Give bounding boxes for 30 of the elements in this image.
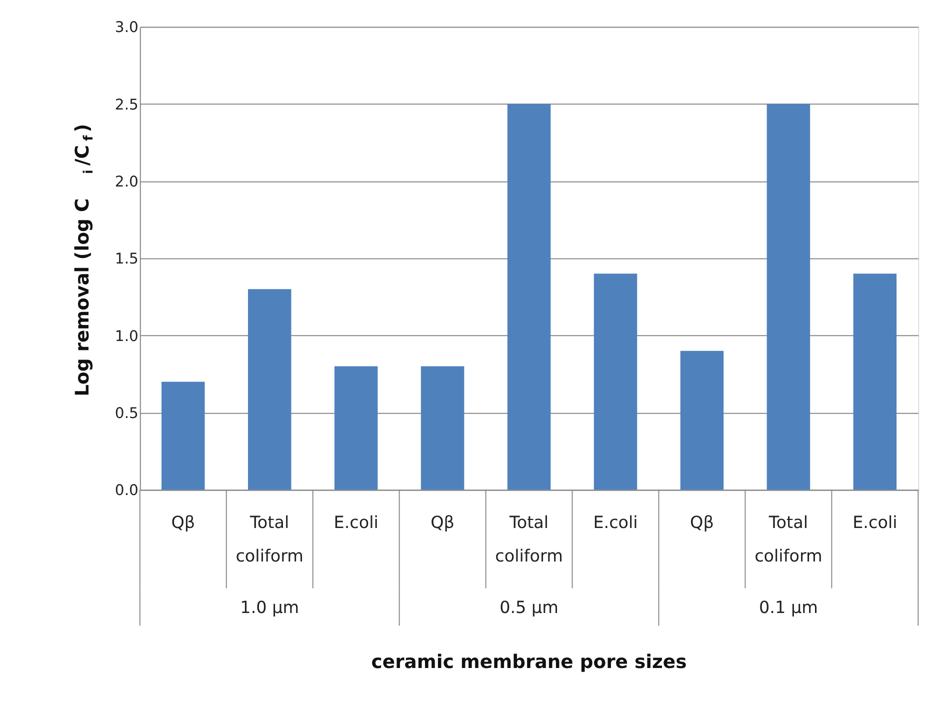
- x-tick-label: Total coliform: [236, 512, 304, 566]
- y-tick-label: 2.0: [114, 173, 138, 190]
- x-axis-title: ceramic membrane pore sizes: [371, 652, 687, 674]
- bar: [853, 274, 897, 490]
- x-tick-label: Total coliform: [754, 512, 822, 566]
- bar: [334, 366, 378, 490]
- text: 1.0 µm: [240, 596, 300, 617]
- bar: [162, 382, 205, 490]
- text: 0.1 µm: [759, 596, 818, 617]
- bar: [766, 104, 810, 490]
- x-tick-label: E.coli: [852, 512, 898, 532]
- y-tick-label: 0.5: [114, 405, 138, 422]
- y-tick-label: 2.5: [114, 96, 138, 114]
- x-tick-label: Qβ: [690, 512, 714, 532]
- x-tick-label: Qβ: [430, 512, 454, 532]
- y-tick-label: 3.0: [114, 19, 138, 36]
- y-tick-label: 1.5: [114, 250, 138, 268]
- x-tick-label: E.coli: [334, 512, 378, 532]
- bar: [248, 289, 292, 490]
- bar: [594, 274, 638, 490]
- x-tick-label: Qβ: [171, 512, 196, 532]
- y-tick-label: 1.0: [114, 328, 138, 345]
- bar: [420, 366, 464, 490]
- bar: [680, 350, 724, 490]
- x-tick-label: Total coliform: [495, 512, 563, 566]
- text: Log removal (log Ci/Cf): [72, 124, 97, 396]
- text: 0.5 µm: [500, 596, 558, 617]
- x-tick-label: E.coli: [593, 512, 638, 532]
- y-tick-label: 0.0: [114, 482, 138, 500]
- bar: [507, 104, 551, 490]
